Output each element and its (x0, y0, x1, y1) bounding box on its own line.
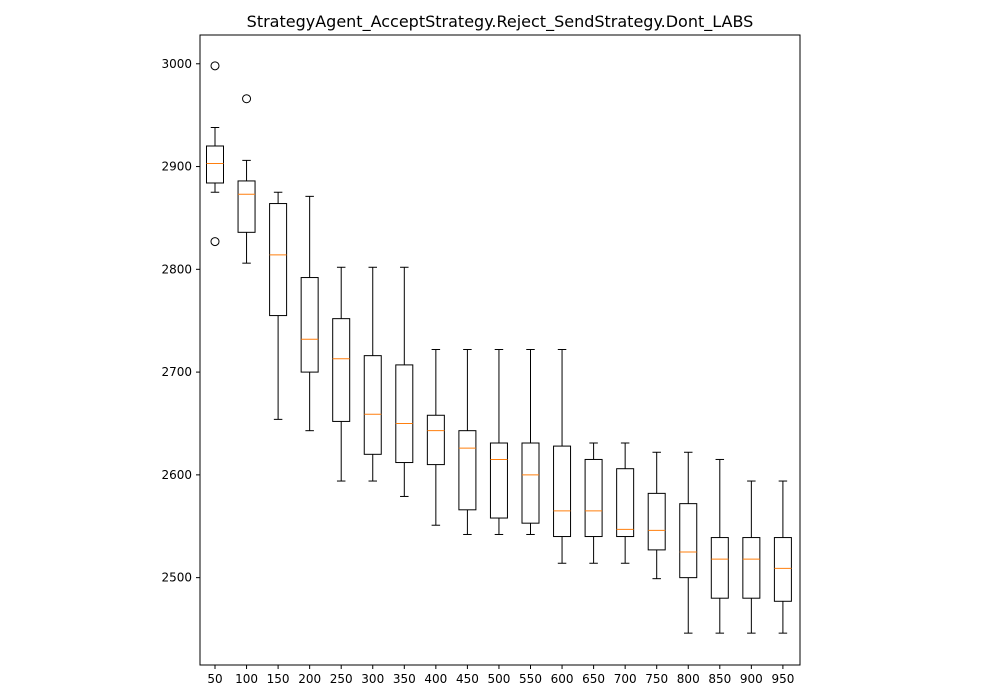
x-tick-label: 50 (207, 672, 222, 686)
outlier-point (242, 94, 252, 104)
x-tick-label: 600 (551, 672, 574, 686)
box-iqr (647, 492, 666, 551)
x-tick-label: 350 (393, 672, 416, 686)
box-iqr (773, 537, 792, 602)
box-iqr (237, 180, 256, 233)
x-tick-label: 900 (740, 672, 763, 686)
x-tick-label: 950 (771, 672, 794, 686)
x-tick-label: 100 (235, 672, 258, 686)
box-iqr (206, 145, 224, 184)
x-tick-label: 850 (708, 672, 731, 686)
box-iqr (332, 318, 351, 422)
x-tick-label: 250 (330, 672, 353, 686)
box-iqr (742, 537, 761, 599)
y-tick-label: 2800 (161, 262, 192, 276)
box-iqr (269, 203, 288, 317)
x-tick-label: 650 (582, 672, 605, 686)
y-tick-label: 2500 (161, 571, 192, 585)
x-tick-label: 400 (424, 672, 447, 686)
box-iqr (363, 355, 382, 455)
x-tick-label: 500 (487, 672, 510, 686)
box-iqr (679, 503, 698, 579)
box-iqr (426, 414, 445, 466)
x-tick-label: 450 (456, 672, 479, 686)
axes-frame (199, 34, 801, 666)
y-tick-label: 2900 (161, 160, 192, 174)
box-iqr (616, 468, 635, 538)
outlier-point (210, 237, 220, 247)
box-iqr (458, 430, 477, 511)
box-iqr (584, 458, 603, 538)
chart-title: StrategyAgent_AcceptStrategy.Reject_Send… (247, 12, 754, 32)
box-iqr (300, 277, 319, 373)
box-iqr (521, 442, 540, 524)
x-tick-label: 800 (677, 672, 700, 686)
x-tick-label: 700 (614, 672, 637, 686)
box-iqr (395, 364, 414, 464)
plot-area: 2500 2600 2700 2800 2900 3000 50 100 150 200 250 30… (161, 34, 801, 686)
box-iqr (489, 442, 508, 519)
box-iqr (553, 445, 572, 538)
x-tick-label: 550 (519, 672, 542, 686)
x-tick-label: 300 (361, 672, 384, 686)
y-tick-label: 3000 (161, 57, 192, 71)
y-tick-label: 2600 (161, 468, 192, 482)
box-iqr (710, 537, 729, 599)
x-tick-label: 750 (645, 672, 668, 686)
outlier-point (210, 61, 220, 71)
x-tick-label: 200 (298, 672, 321, 686)
x-tick-label: 150 (267, 672, 290, 686)
y-tick-label: 2700 (161, 365, 192, 379)
